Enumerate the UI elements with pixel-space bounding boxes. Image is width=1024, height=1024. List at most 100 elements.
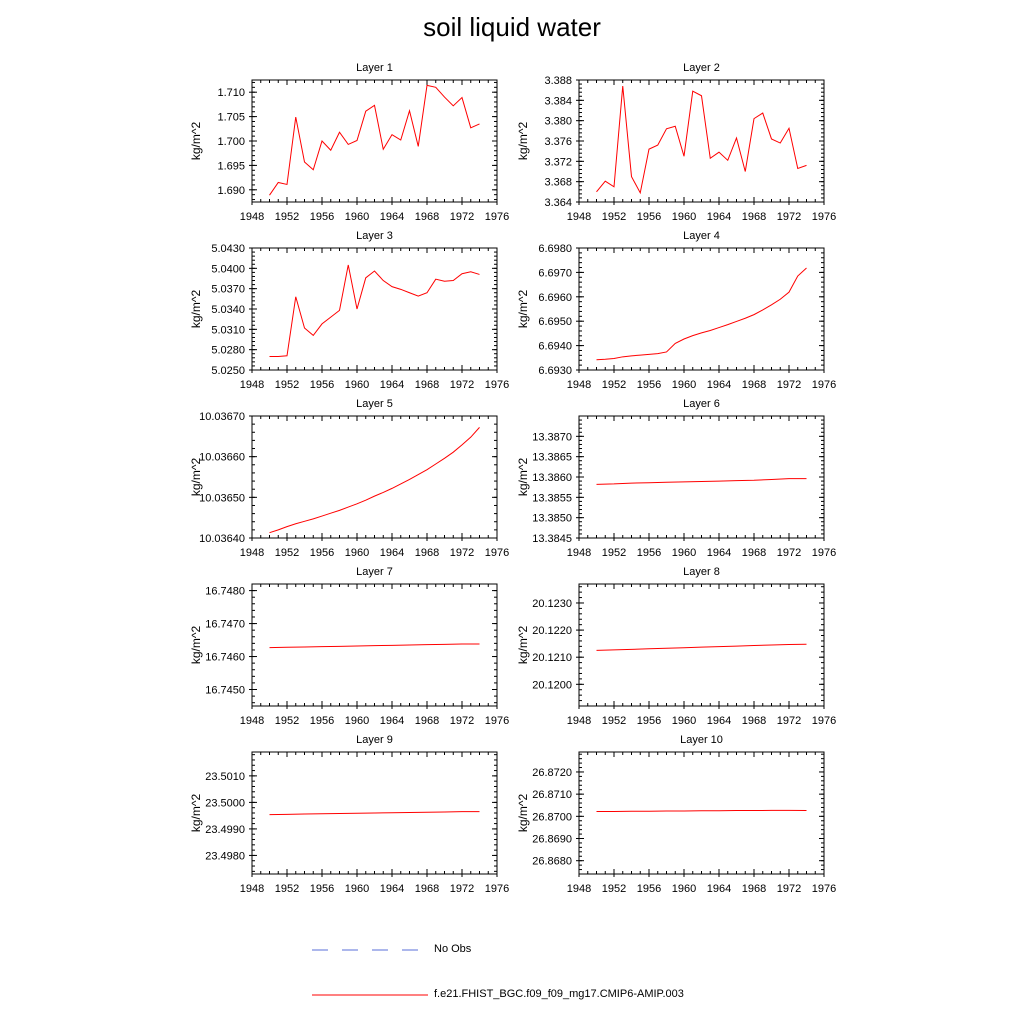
x-tick-label: 1964: [707, 547, 731, 559]
y-tick-label: 1.700: [217, 136, 245, 148]
x-tick-label: 1952: [275, 547, 299, 559]
x-tick-label: 1964: [707, 715, 731, 727]
x-tick-label: 1952: [275, 715, 299, 727]
x-tick-label: 1948: [567, 211, 591, 223]
x-tick-label: 1964: [707, 379, 731, 391]
panel-title: Layer 2: [683, 62, 720, 74]
x-tick-label: 1948: [240, 715, 264, 727]
x-tick-label: 1952: [275, 211, 299, 223]
x-tick-label: 1952: [602, 883, 626, 895]
x-tick-label: 1952: [275, 379, 299, 391]
legend-obs-label: No Obs: [434, 943, 472, 955]
y-tick-label: 5.0370: [211, 284, 245, 296]
y-axis-label: kg/m^2: [516, 290, 530, 329]
x-tick-label: 1972: [450, 883, 474, 895]
x-tick-label: 1968: [742, 715, 766, 727]
x-tick-label: 1948: [240, 379, 264, 391]
x-tick-label: 1964: [380, 547, 404, 559]
plot-frame: [251, 79, 498, 203]
x-tick-label: 1976: [812, 547, 836, 559]
x-tick-label: 1968: [415, 379, 439, 391]
panel-title: Layer 6: [683, 398, 720, 410]
legend-model-label: f.e21.FHIST_BGC.f09_f09_mg17.CMIP6-AMIP.…: [434, 988, 684, 1000]
x-tick-label: 1976: [485, 379, 509, 391]
series-line: [269, 427, 480, 534]
y-tick-label: 1.690: [217, 185, 245, 197]
y-tick-label: 20.1230: [532, 598, 572, 610]
y-tick-label: 13.3865: [532, 452, 572, 464]
y-tick-label: 13.3855: [532, 492, 572, 504]
x-tick-label: 1976: [812, 211, 836, 223]
x-tick-label: 1952: [602, 715, 626, 727]
x-tick-label: 1968: [742, 211, 766, 223]
y-axis-label: kg/m^2: [189, 290, 203, 329]
y-tick-label: 3.372: [544, 156, 572, 168]
chart-panel-3: Layer 3 1948 1952 1956 1960 1964 1968 1972 1976 5…: [189, 230, 509, 391]
y-axis-label: kg/m^2: [516, 458, 530, 497]
y-tick-label: 6.6980: [538, 243, 572, 255]
x-tick-label: 1968: [415, 211, 439, 223]
y-axis-label: kg/m^2: [516, 794, 530, 833]
x-tick-label: 1956: [637, 883, 661, 895]
x-tick-label: 1956: [310, 883, 334, 895]
y-tick-label: 10.03650: [199, 492, 245, 504]
y-tick-label: 13.3870: [532, 431, 572, 443]
x-tick-label: 1952: [275, 883, 299, 895]
y-tick-label: 20.1200: [532, 679, 572, 691]
y-tick-label: 26.8710: [532, 789, 572, 801]
plot-frame: [578, 247, 825, 371]
x-tick-label: 1960: [672, 379, 696, 391]
x-tick-label: 1976: [485, 547, 509, 559]
x-tick-label: 1956: [637, 547, 661, 559]
panel-title: Layer 7: [356, 566, 393, 578]
chart-panel-5: Layer 5 1948 1952 1956 1960 1964 1968 1972 1976 1…: [189, 398, 509, 559]
y-tick-label: 10.03660: [199, 452, 245, 464]
y-axis-label: kg/m^2: [189, 122, 203, 161]
chart-panel-8: Layer 8 1948 1952 1956 1960 1964 1968 1972 1976 2…: [516, 566, 836, 727]
y-tick-label: 3.380: [544, 116, 572, 128]
series-line: [596, 809, 807, 812]
plot-frame: [251, 415, 498, 539]
x-tick-label: 1968: [415, 547, 439, 559]
x-tick-label: 1956: [310, 379, 334, 391]
x-tick-label: 1968: [742, 379, 766, 391]
y-tick-label: 5.0280: [211, 345, 245, 357]
x-tick-label: 1956: [637, 211, 661, 223]
series-line: [269, 84, 480, 196]
x-tick-label: 1964: [380, 883, 404, 895]
y-tick-label: 13.3850: [532, 513, 572, 525]
y-tick-label: 16.7460: [205, 652, 245, 664]
x-tick-label: 1960: [672, 211, 696, 223]
y-tick-label: 23.5010: [205, 771, 245, 783]
x-tick-label: 1964: [380, 715, 404, 727]
x-tick-label: 1960: [345, 715, 369, 727]
plot-frame: [578, 751, 825, 875]
x-tick-label: 1952: [602, 211, 626, 223]
y-tick-label: 3.368: [544, 177, 572, 189]
x-tick-label: 1952: [602, 379, 626, 391]
x-tick-label: 1972: [777, 883, 801, 895]
x-tick-label: 1956: [310, 211, 334, 223]
x-tick-label: 1948: [240, 547, 264, 559]
x-tick-label: 1976: [485, 883, 509, 895]
series-line: [269, 643, 480, 649]
y-tick-label: 3.376: [544, 136, 572, 148]
plot-frame: [251, 583, 498, 707]
x-tick-label: 1968: [742, 883, 766, 895]
figure-title: soil liquid water: [423, 12, 601, 42]
y-tick-label: 6.6930: [538, 365, 572, 377]
x-tick-label: 1964: [707, 883, 731, 895]
x-tick-label: 1972: [450, 211, 474, 223]
x-tick-label: 1960: [345, 547, 369, 559]
panel-title: Layer 9: [356, 734, 393, 746]
y-tick-label: 13.3845: [532, 533, 572, 545]
series-line: [596, 267, 807, 361]
x-tick-label: 1972: [777, 715, 801, 727]
x-tick-label: 1976: [812, 379, 836, 391]
x-tick-label: 1964: [380, 211, 404, 223]
x-tick-label: 1976: [485, 211, 509, 223]
x-tick-label: 1968: [415, 883, 439, 895]
series-line: [269, 264, 480, 357]
chart-panel-10: Layer 10 1948 1952 1956 1960 1964 1968 1972 1976…: [516, 734, 836, 895]
